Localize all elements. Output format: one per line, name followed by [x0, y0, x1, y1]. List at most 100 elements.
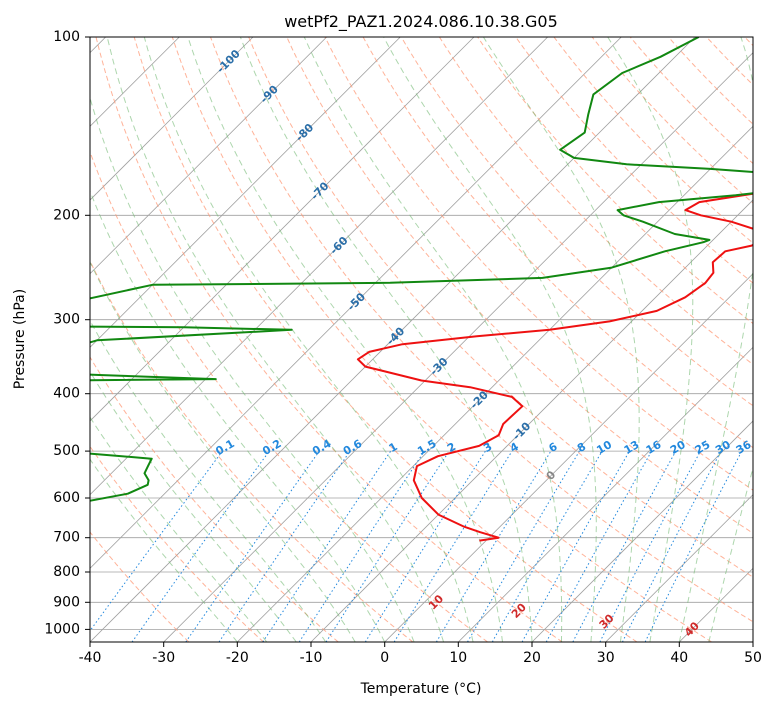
moist-adiabat-line — [708, 466, 753, 642]
mixing-ratio-label: 0.4 — [310, 437, 334, 458]
dry-adiabat-line — [133, 37, 638, 642]
moist-adiabat-line — [90, 416, 268, 642]
dry-adiabat-line — [706, 37, 753, 86]
moist-adiabat-line — [482, 37, 640, 642]
dry-adiabat-line — [248, 37, 753, 578]
mixing-ratio-label: 2 — [445, 440, 458, 455]
isotherm-line — [458, 346, 753, 642]
mixing-ratio-label: 25 — [693, 438, 713, 457]
dry-adiabat-line — [744, 37, 753, 47]
background-grid — [90, 37, 753, 642]
dewpoint-profile — [90, 37, 753, 502]
dry-adiabat-line — [90, 259, 414, 642]
mixing-ratio-line — [90, 450, 223, 632]
x-tick-label: 0 — [380, 650, 389, 666]
isotherm-line — [90, 37, 696, 642]
mixing-ratio-line — [218, 450, 351, 642]
temperature-profile — [356, 192, 753, 542]
mixing-ratio-label: 16 — [644, 438, 664, 457]
mixing-ratio-label: 0.1 — [213, 437, 236, 458]
moist-adiabat-line — [90, 319, 327, 642]
moist-adiabat-line — [678, 37, 753, 642]
chart-title: wetPf2_PAZ1.2024.086.10.38.G05 — [284, 12, 558, 32]
dry-adiabat-line — [171, 37, 712, 642]
moist-adiabat-line — [607, 37, 694, 642]
axes: -40 -30 -20 -10 0 10 20 30 40 5010020030040050060… — [44, 29, 762, 666]
dry-adiabat-label: 30 — [597, 611, 617, 631]
y-tick-label: 800 — [53, 564, 80, 580]
dry-adiabat-line — [324, 37, 753, 491]
x-tick-label: -10 — [300, 650, 323, 666]
moist-adiabat-line — [383, 37, 597, 642]
dry-adiabat-line — [400, 37, 753, 407]
data-series — [90, 37, 753, 542]
x-tick-label: -30 — [152, 650, 175, 666]
dry-adiabat-line — [553, 37, 753, 244]
mixing-ratio-label: 8 — [575, 440, 588, 455]
moist-adiabat-line — [90, 458, 238, 642]
mixing-ratio-line — [325, 450, 450, 642]
isotherm-line — [90, 37, 475, 422]
mixing-ratio-label: 20 — [668, 438, 688, 457]
moist-adiabat-line — [90, 260, 356, 642]
mixing-ratio-line — [521, 450, 630, 642]
dry-adiabat-line — [90, 445, 264, 642]
moist-adiabat-line — [90, 96, 415, 642]
dry-adiabat-label: 10 — [426, 592, 446, 612]
dry-adiabat-line — [591, 37, 753, 204]
y-tick-label: 600 — [53, 490, 80, 506]
dry-adiabat-line — [438, 37, 753, 366]
mixing-ratio-line — [644, 450, 743, 642]
mixing-ratio-label: 1.5 — [415, 437, 438, 458]
moist-adiabat-line — [143, 37, 474, 642]
moist-adiabat-line — [90, 189, 386, 642]
mixing-ratio-label: 6 — [547, 440, 560, 455]
x-tick-label: 40 — [670, 650, 688, 666]
isotherm-line — [90, 37, 327, 275]
moist-adiabat-line — [187, 37, 503, 642]
plot-frame — [89, 36, 754, 643]
y-tick-label: 200 — [53, 207, 80, 223]
isotherm-line — [90, 37, 622, 569]
dry-adiabat-label: 20 — [509, 601, 529, 621]
moist-adiabat-line — [239, 37, 533, 642]
dry-adiabat-line — [515, 37, 753, 284]
mixing-ratio-label: 1 — [387, 440, 400, 455]
mixing-ratio-line — [545, 450, 653, 642]
isotherm-line — [679, 567, 753, 642]
dry-adiabat-line — [90, 356, 339, 642]
isotherm-line — [90, 37, 254, 201]
isotherm-line — [90, 37, 401, 348]
isotherm-line — [531, 420, 753, 642]
isotherm-line — [237, 125, 753, 642]
mixing-ratio-line — [393, 450, 513, 642]
y-tick-label: 1000 — [44, 621, 80, 637]
mixing-ratio-line — [599, 450, 701, 642]
x-tick-label: 50 — [744, 650, 762, 666]
mixing-ratio-label: 10 — [594, 438, 614, 457]
dry-adiabat-line — [90, 531, 190, 642]
moist-adiabat-line — [90, 370, 297, 642]
isotherm-line — [605, 494, 753, 642]
dry-adiabat-line — [362, 37, 753, 449]
mixing-ratio-label: 30 — [713, 438, 733, 457]
moist-adiabat-line — [106, 37, 445, 642]
y-tick-label: 100 — [53, 29, 80, 45]
isotherm-line — [384, 273, 753, 642]
y-axis-label: Pressure (hPa) — [12, 289, 28, 389]
mixing-ratio-label: 0.6 — [341, 437, 365, 458]
mixing-ratio-line — [185, 450, 320, 642]
dry-adiabat-line — [668, 37, 753, 125]
y-tick-label: 400 — [53, 386, 80, 402]
dry-adiabat-line — [90, 150, 488, 642]
x-tick-label: 30 — [597, 650, 615, 666]
x-axis-label: Temperature (°C) — [360, 681, 482, 697]
dry-adiabat-line — [210, 37, 753, 623]
isotherm-line — [752, 641, 753, 642]
mixing-ratio-line — [572, 450, 677, 642]
x-tick-label: -20 — [226, 650, 249, 666]
isotherm-line — [90, 37, 548, 496]
mixing-ratio-line — [298, 450, 425, 642]
